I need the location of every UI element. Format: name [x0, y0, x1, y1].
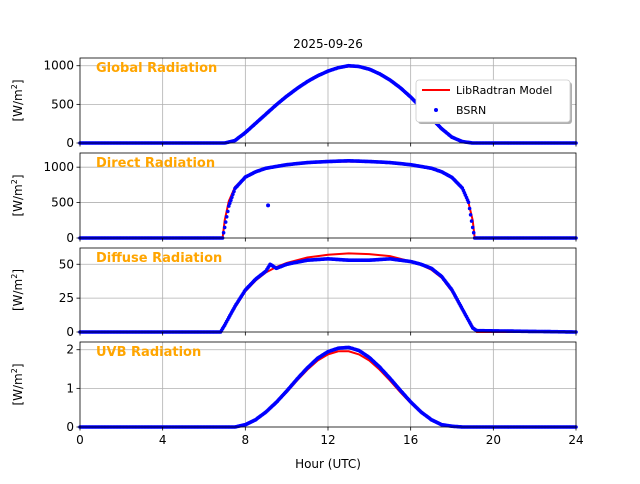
- bsrn-point: [471, 230, 476, 235]
- bsrn-point: [223, 220, 228, 224]
- y-axis-label: [W/m2]: [10, 79, 25, 121]
- panel-1: 0 500 1000 [W/m2] Global Radiation: [10, 57, 578, 150]
- bsrn-point: [466, 200, 471, 204]
- bsrn-point: [227, 204, 231, 208]
- panel-3: 0 25 50 [W/m2] Diffuse Radiation: [10, 247, 578, 339]
- panel-4: 0 1 2 [W/m2] UVB Radiation: [10, 341, 578, 434]
- y-tick-label: 1000: [43, 59, 74, 73]
- y-tick-label: 500: [51, 196, 74, 210]
- chart-title: 2025-09-26: [293, 37, 363, 51]
- y-tick-label: 0: [66, 420, 74, 434]
- x-axis-label: Hour (UTC): [295, 457, 361, 471]
- bsrn-point: [468, 213, 473, 217]
- bsrn-point: [470, 225, 475, 230]
- panel-label: UVB Radiation: [96, 345, 201, 360]
- series-bsrn: [78, 159, 578, 240]
- series-bsrn: [78, 63, 578, 145]
- panel-label: Global Radiation: [96, 61, 217, 76]
- panel-2: 0 500 1000 [W/m2] Direct Radiation: [10, 152, 578, 245]
- x-tick-label: 20: [486, 433, 501, 447]
- x-tick-label: 24: [568, 433, 583, 447]
- y-tick-label: 25: [59, 291, 74, 305]
- bsrn-point: [228, 201, 232, 205]
- y-axis-label: [W/m2]: [10, 363, 25, 405]
- bsrn-outlier-point: [266, 203, 271, 208]
- y-tick-label: 0: [66, 231, 74, 245]
- y-tick-label: 1: [66, 381, 74, 395]
- legend-dot-marker: [434, 108, 438, 112]
- y-axis-label: [W/m2]: [10, 269, 25, 311]
- y-tick-label: 2: [66, 343, 74, 357]
- y-tick-label: 500: [51, 97, 74, 111]
- x-tick-label: 12: [320, 433, 335, 447]
- y-tick-label: 50: [59, 257, 74, 271]
- bsrn-point: [467, 206, 472, 211]
- x-tick-label: 0: [76, 433, 84, 447]
- panel-label: Diffuse Radiation: [96, 251, 222, 266]
- bsrn-point: [232, 189, 236, 194]
- bsrn-point: [224, 215, 229, 219]
- y-tick-label: 0: [66, 325, 74, 339]
- bsrn-point: [226, 209, 230, 214]
- y-axis-label: [W/m2]: [10, 174, 25, 216]
- bsrn-point: [231, 192, 235, 197]
- bsrn-point: [221, 230, 226, 235]
- bsrn-point: [222, 225, 227, 230]
- x-tick-label: 4: [159, 433, 167, 447]
- y-tick-label: 1000: [43, 160, 74, 174]
- x-tick-label: 16: [403, 433, 418, 447]
- legend-label: BSRN: [456, 104, 486, 117]
- legend-box: [415, 79, 571, 123]
- panel-label: Direct Radiation: [96, 156, 215, 171]
- bsrn-point: [229, 198, 233, 202]
- bsrn-point: [230, 195, 234, 200]
- x-tick-label: 8: [242, 433, 250, 447]
- legend: LibRadtran Model BSRN: [415, 79, 572, 124]
- y-tick-label: 0: [66, 136, 74, 150]
- legend-label: LibRadtran Model: [456, 84, 552, 97]
- bsrn-point: [469, 219, 474, 223]
